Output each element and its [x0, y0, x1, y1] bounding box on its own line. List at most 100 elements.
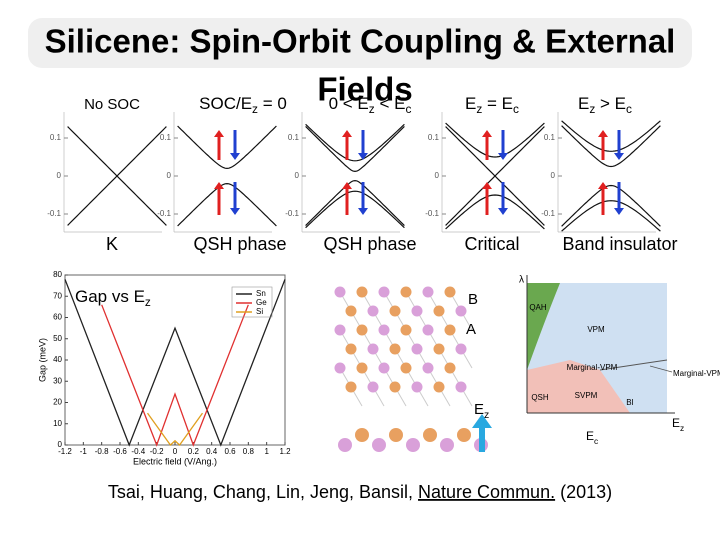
atom	[433, 343, 445, 355]
region-label: Marginal-VPM	[567, 363, 618, 372]
lattice: BA Ez	[334, 286, 492, 452]
atom	[444, 286, 456, 298]
x-tick-label: -0.8	[95, 447, 109, 456]
atom	[422, 286, 434, 298]
band-panels: No SOC K 0.1 0 -0.1 SOC/E z = 0 QSH phase 0.1 0 -0…	[47, 94, 677, 253]
label-part: z	[369, 102, 375, 116]
label: No SOC	[84, 96, 140, 113]
atom	[345, 381, 357, 393]
series-line	[146, 412, 204, 446]
x-tick-label: -0.4	[131, 447, 145, 456]
y-tick-label: 60	[53, 313, 62, 322]
label-part: No SOC	[84, 96, 140, 113]
spin-arrowhead	[214, 130, 224, 137]
atom	[389, 305, 401, 317]
label: Ec	[586, 429, 598, 446]
label-part: Gap vs E	[75, 287, 145, 306]
label: Ez	[672, 416, 684, 433]
spin-arrowhead	[614, 208, 624, 215]
label-part: z	[484, 409, 489, 421]
side-label: Marginal-VPM	[673, 369, 720, 378]
label-part: c	[513, 102, 519, 116]
band-curve	[445, 194, 545, 230]
tick-label: -0.1	[285, 209, 299, 218]
tick-label: 0	[435, 171, 440, 180]
spin-arrowhead	[358, 208, 368, 215]
x-tick-label: 0.4	[206, 447, 218, 456]
atom	[356, 286, 368, 298]
atom	[389, 428, 403, 442]
atom	[334, 286, 346, 298]
label-part: SOC/E	[199, 94, 252, 113]
spin-arrowhead	[598, 182, 608, 189]
legend-label: Sn	[256, 289, 266, 298]
tick-label: 0.1	[428, 133, 440, 142]
panel-caption: QSH phase	[323, 234, 416, 254]
panel-caption: QSH phase	[193, 234, 286, 254]
atom	[457, 428, 471, 442]
spin-arrowhead	[498, 208, 508, 215]
spin-arrowhead	[358, 153, 368, 160]
x-tick-label: 0.6	[224, 447, 236, 456]
spin-arrowhead	[342, 182, 352, 189]
label-part: E	[465, 94, 476, 113]
atom	[455, 305, 467, 317]
spin-arrowhead	[214, 182, 224, 189]
atom	[389, 381, 401, 393]
y-tick-label: 20	[53, 398, 62, 407]
tick-label: 0	[57, 171, 62, 180]
spin-arrowhead	[482, 182, 492, 189]
tick-label: 0	[295, 171, 300, 180]
band-curve	[561, 120, 661, 152]
atom	[367, 343, 379, 355]
atom	[422, 362, 434, 374]
atom	[345, 305, 357, 317]
atom	[444, 324, 456, 336]
spin-arrowhead	[230, 153, 240, 160]
atom	[400, 324, 412, 336]
axis-label: λ	[519, 275, 524, 286]
y-tick-label: 10	[53, 419, 62, 428]
label: Ez > Ec	[578, 94, 632, 116]
label-part: = 0	[258, 94, 287, 113]
tick-label: 0.1	[50, 133, 62, 142]
y-tick-label: 30	[53, 376, 62, 385]
tick-label: 0.1	[544, 133, 556, 142]
y-tick-label: 40	[53, 355, 62, 364]
band-curve	[305, 190, 405, 229]
atom	[378, 324, 390, 336]
site-label: A	[466, 321, 476, 338]
label-part: > E	[595, 94, 626, 113]
band-curve	[445, 122, 545, 158]
x-axis-label: Electric field (V/Ang.)	[133, 456, 217, 466]
band-curve	[445, 175, 545, 226]
band-curve	[305, 125, 405, 173]
region-label: BI	[626, 398, 634, 407]
atom	[433, 305, 445, 317]
label-part: z	[589, 102, 595, 116]
band-curve	[67, 175, 167, 226]
tick-label: -0.1	[541, 209, 555, 218]
atom	[422, 324, 434, 336]
x-tick-label: 0	[173, 447, 178, 456]
panel-caption: K	[106, 234, 118, 254]
atom	[356, 362, 368, 374]
band-curve	[177, 125, 277, 170]
atom	[367, 305, 379, 317]
x-tick-label: -0.6	[113, 447, 127, 456]
series-line	[64, 279, 286, 447]
atom	[444, 362, 456, 374]
atom	[455, 343, 467, 355]
atom	[400, 362, 412, 374]
tick-label: -0.1	[425, 209, 439, 218]
atom	[433, 381, 445, 393]
region	[527, 283, 560, 370]
spin-arrowhead	[598, 130, 608, 137]
field-arrowhead	[472, 414, 492, 428]
label-part: < E	[375, 94, 406, 113]
tick-label: 0.1	[288, 133, 300, 142]
atom	[378, 362, 390, 374]
atom	[338, 438, 352, 452]
